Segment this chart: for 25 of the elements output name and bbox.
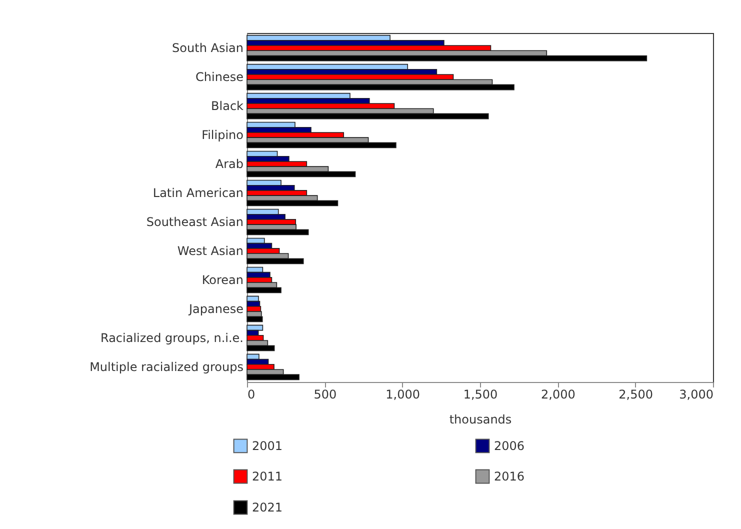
x-axis-title: thousands	[449, 412, 512, 426]
x-tick-label: 1,500	[463, 388, 498, 402]
x-tick-label: 3,000	[679, 388, 714, 402]
x-tick-label: 1,000	[386, 388, 420, 402]
x-tick-label: 500	[314, 388, 337, 402]
y-tick-label: Black	[211, 99, 244, 114]
y-tick-label: Korean	[202, 272, 244, 287]
x-tick-label: 0	[248, 388, 256, 402]
y-tick-label: Japanese	[188, 302, 244, 316]
y-tick-label: Filipino	[202, 128, 244, 142]
y-tick-label: Latin American	[152, 186, 244, 200]
y-tick-label: Arab	[215, 157, 244, 172]
x-tick-label: 2,000	[540, 388, 576, 402]
y-tick-label: Chinese	[196, 70, 244, 84]
y-tick-label: Southeast Asian	[146, 214, 244, 229]
y-tick-label: Racialized groups, n.i.e.	[100, 330, 244, 345]
legend-label: 2011	[252, 470, 283, 484]
x-tick-label: 2,500	[618, 388, 654, 402]
legend-label: 2016	[494, 470, 525, 484]
legend-label: 2006	[494, 438, 525, 453]
legend-label: 2001	[252, 438, 283, 453]
legend-label: 2021	[252, 500, 283, 514]
y-tick-label: South Asian	[172, 41, 244, 56]
y-tick-label: Multiple racialized groups	[90, 360, 244, 374]
y-tick-label: West Asian	[177, 244, 244, 258]
